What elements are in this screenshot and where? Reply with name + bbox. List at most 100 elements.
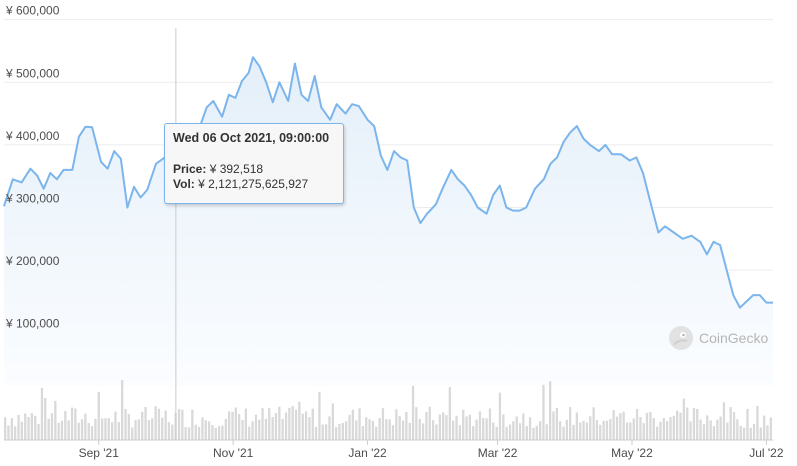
volume-bar — [90, 426, 94, 440]
volume-bar — [368, 419, 371, 440]
volume-bar — [127, 413, 130, 440]
price-area — [4, 57, 773, 386]
volume-bar — [458, 425, 461, 440]
volume-bar — [418, 418, 421, 440]
volume-bar — [719, 416, 722, 440]
volume-bar — [44, 398, 47, 440]
x-tick-label: Nov '21 — [213, 446, 254, 460]
volume-bar — [17, 415, 20, 440]
tooltip-vol-value: ¥ 2,121,275,625,927 — [198, 177, 309, 191]
volume-bar — [525, 426, 528, 440]
volume-bar — [716, 419, 719, 440]
volume-bar — [502, 414, 505, 440]
volume-bar — [766, 425, 769, 440]
volume-bar — [371, 420, 375, 440]
volume-bar — [4, 417, 7, 440]
volume-bar — [331, 403, 334, 440]
tooltip-vol-row: Vol: ¥ 2,121,275,625,927 — [173, 177, 335, 192]
volume-bar — [298, 401, 301, 440]
y-tick-label: ¥ 600,000 — [5, 4, 60, 18]
volume-bar — [177, 408, 181, 440]
volume-bar — [508, 424, 512, 440]
volume-bar — [669, 417, 672, 440]
volume-bar — [7, 425, 10, 440]
volume-bar — [204, 420, 207, 440]
volume-bar — [749, 427, 752, 440]
y-tick-label: ¥ 100,000 — [5, 317, 60, 331]
volume-bar — [221, 425, 224, 440]
volume-bar — [569, 407, 572, 440]
volume-bar — [124, 409, 127, 440]
volume-bar — [435, 424, 438, 440]
tooltip-price-value: ¥ 392,518 — [209, 162, 264, 176]
volume-bar — [281, 418, 284, 440]
volume-bar — [24, 413, 27, 440]
volume-bar — [495, 426, 498, 440]
volume-bar — [40, 387, 44, 440]
volume-bar — [652, 418, 655, 440]
volume-bar — [208, 421, 211, 440]
volume-bar — [642, 423, 645, 440]
volume-bar — [575, 412, 578, 440]
volume-bar — [325, 424, 328, 440]
volume-bar — [274, 413, 278, 440]
volume-bar — [726, 422, 729, 440]
volume-bar — [87, 423, 90, 440]
volume-bar — [248, 426, 251, 440]
volume-bar — [448, 387, 451, 440]
volume-bar — [535, 425, 538, 440]
volume-bar — [251, 421, 254, 440]
volume-bar — [57, 422, 60, 440]
volume-bar — [187, 427, 191, 440]
volume-bar — [385, 419, 388, 440]
volume-bar — [498, 392, 502, 440]
y-tick-label: ¥ 300,000 — [5, 191, 60, 205]
x-tick-label: Sep '21 — [79, 446, 120, 460]
volume-bar — [34, 415, 37, 440]
volume-bar — [545, 424, 548, 440]
volume-bar — [328, 416, 331, 440]
price-line — [3, 56, 773, 309]
volume-bar — [211, 425, 214, 440]
volume-bar — [284, 412, 288, 440]
volume-bar — [271, 417, 274, 440]
volume-bar — [528, 417, 532, 440]
volume-bar — [151, 418, 154, 440]
volume-bar — [475, 419, 478, 440]
volume-bar — [672, 415, 675, 440]
volume-bar — [478, 411, 482, 440]
volume-bar — [291, 406, 294, 440]
volume-bar — [395, 409, 398, 440]
volume-bar — [50, 413, 54, 440]
volume-bar — [191, 409, 194, 440]
watermark-text: CoinGecko — [699, 330, 769, 346]
volume-bar — [37, 424, 40, 440]
volume-bar — [686, 407, 689, 440]
volume-bar — [147, 420, 151, 440]
volume-bar — [338, 424, 341, 440]
volume-bar — [184, 427, 187, 440]
volume-bar — [104, 418, 107, 440]
volume-bar — [645, 412, 649, 440]
volume-bar — [141, 411, 144, 440]
volume-bar — [425, 412, 428, 440]
volume-bar — [579, 422, 582, 440]
volume-bar — [712, 426, 716, 440]
x-tick-label: Jul '22 — [749, 446, 784, 460]
volume-bar — [77, 422, 80, 440]
volume-bar — [455, 415, 458, 440]
volume-bar — [241, 420, 244, 440]
volume-bar — [97, 391, 100, 440]
volume-bar — [365, 417, 368, 440]
volume-bar — [80, 419, 84, 440]
volume-bar — [47, 418, 50, 440]
volume-bar — [94, 418, 97, 440]
volume-bar — [729, 407, 732, 440]
tooltip-price-label: Price: — [173, 162, 207, 176]
volume-bar — [512, 421, 515, 440]
volume-bar — [559, 421, 562, 440]
volume-bar — [562, 426, 565, 440]
volume-bar — [639, 417, 642, 440]
volume-bar — [405, 411, 408, 440]
